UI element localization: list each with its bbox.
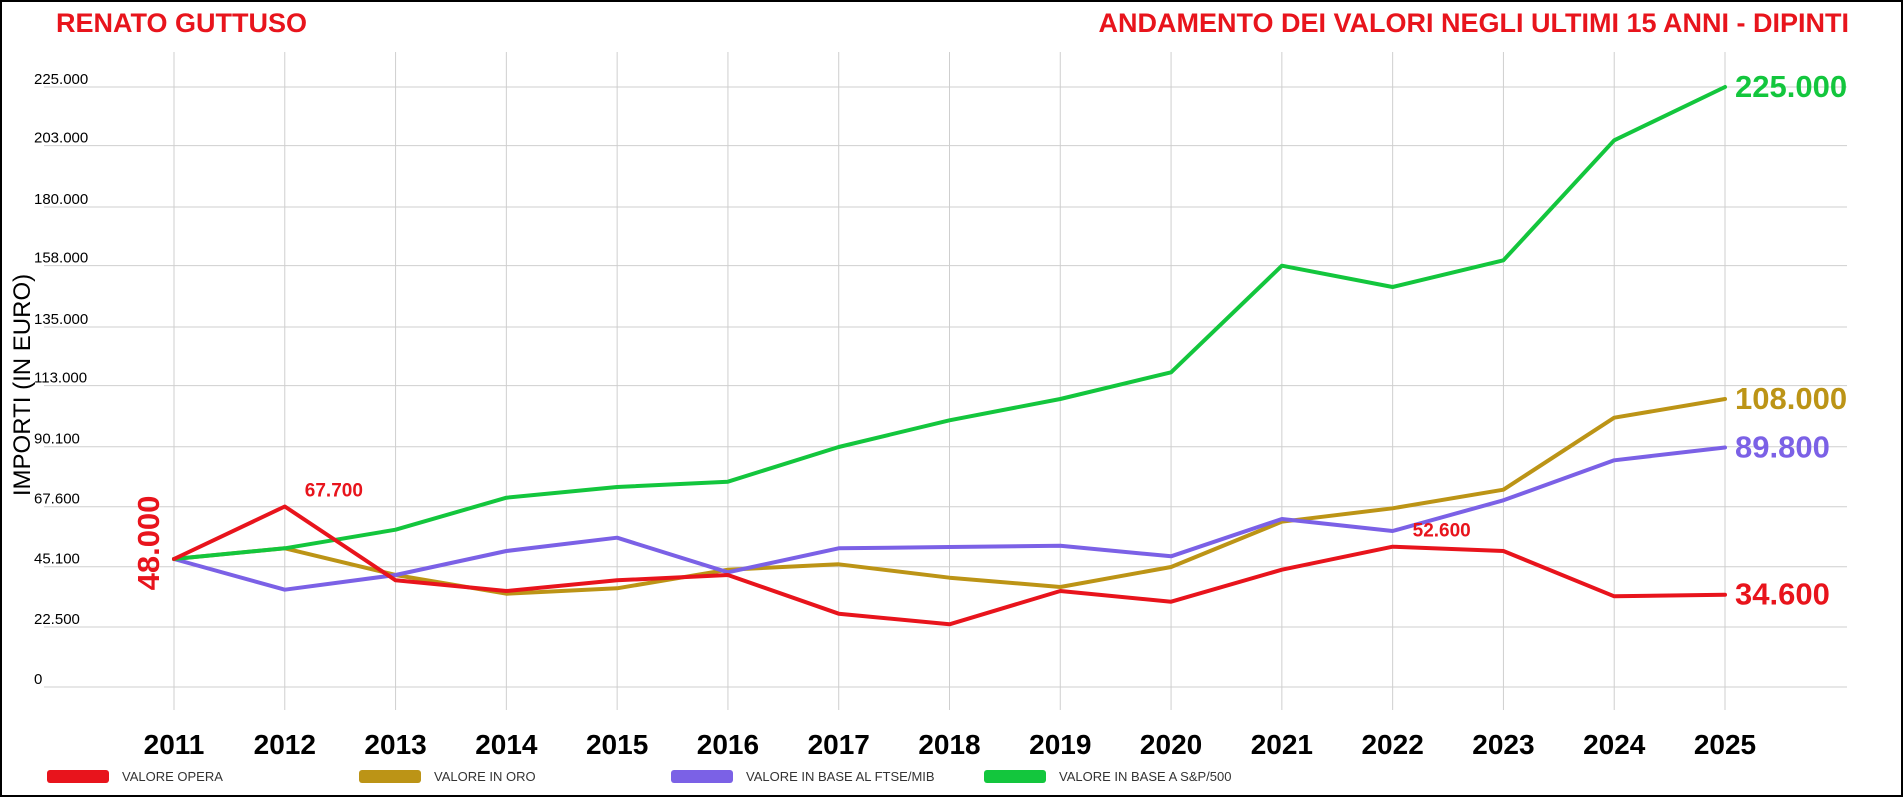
y-tick-label: 113.000 (34, 370, 87, 387)
legend-label: VALORE IN ORO (434, 769, 536, 784)
legend-item-ftse: VALORE IN BASE AL FTSE/MIB (671, 769, 935, 784)
x-tick-label: 2021 (1251, 729, 1313, 760)
series-line-opera (172, 504, 1727, 627)
legend-swatch (47, 770, 109, 783)
y-tick-label: 158.000 (34, 250, 88, 267)
y-tick-label: 22.500 (34, 611, 80, 628)
x-tick-label: 2011 (144, 729, 205, 760)
y-tick-label: 225.000 (34, 71, 88, 88)
y-axis-label: IMPORTI (IN EURO) (9, 274, 36, 496)
y-tick-label: 45.100 (34, 551, 80, 568)
series-line-ftse (172, 445, 1727, 592)
x-tick-label: 2018 (918, 729, 980, 760)
legend-label: VALORE IN BASE A S&P/500 (1059, 769, 1232, 784)
end-value-label-oro: 108.000 (1735, 381, 1847, 416)
x-tick-label: 2017 (808, 729, 870, 760)
legend-label: VALORE IN BASE AL FTSE/MIB (746, 769, 935, 784)
x-tick-label: 2014 (475, 729, 538, 760)
x-tick-label: 2016 (697, 729, 759, 760)
x-tick-label: 2015 (586, 729, 648, 760)
end-value-label-ftse: 89.800 (1735, 430, 1830, 465)
start-value-label: 48.000 (131, 496, 166, 591)
artist-title: RENATO GUTTUSO (56, 8, 308, 38)
legend-swatch (984, 770, 1046, 783)
legend-swatch (671, 770, 733, 783)
legend-label: VALORE OPERA (122, 769, 223, 784)
end-value-label-opera: 34.600 (1735, 577, 1830, 612)
x-tick-label: 2025 (1694, 729, 1756, 760)
series-line-oro (172, 397, 1727, 596)
legend-item-oro: VALORE IN ORO (359, 769, 536, 784)
y-tick-label: 180.000 (34, 191, 88, 208)
y-tick-label: 67.600 (34, 491, 80, 508)
point-value-label: 67.700 (305, 480, 363, 501)
x-tick-label: 2024 (1583, 729, 1646, 760)
x-tick-label: 2022 (1361, 729, 1423, 760)
y-tick-label: 135.000 (34, 311, 88, 328)
series-line-sp500 (172, 85, 1727, 561)
x-tick-label: 2019 (1029, 729, 1091, 760)
x-tick-label: 2013 (364, 729, 426, 760)
point-value-label: 52.600 (1413, 521, 1471, 542)
x-tick-label: 2020 (1140, 729, 1202, 760)
y-tick-label: 90.100 (34, 431, 80, 448)
y-tick-label: 203.000 (34, 130, 88, 147)
end-value-label-sp500: 225.000 (1735, 69, 1847, 104)
legend-swatch (359, 770, 421, 783)
x-tick-label: 2023 (1472, 729, 1534, 760)
x-tick-label: 2012 (254, 729, 316, 760)
chart-title: ANDAMENTO DEI VALORI NEGLI ULTIMI 15 ANN… (1098, 8, 1849, 38)
legend-item-sp500: VALORE IN BASE A S&P/500 (984, 769, 1231, 784)
y-tick-label: 0 (34, 671, 42, 688)
legend-item-opera: VALORE OPERA (47, 769, 223, 784)
